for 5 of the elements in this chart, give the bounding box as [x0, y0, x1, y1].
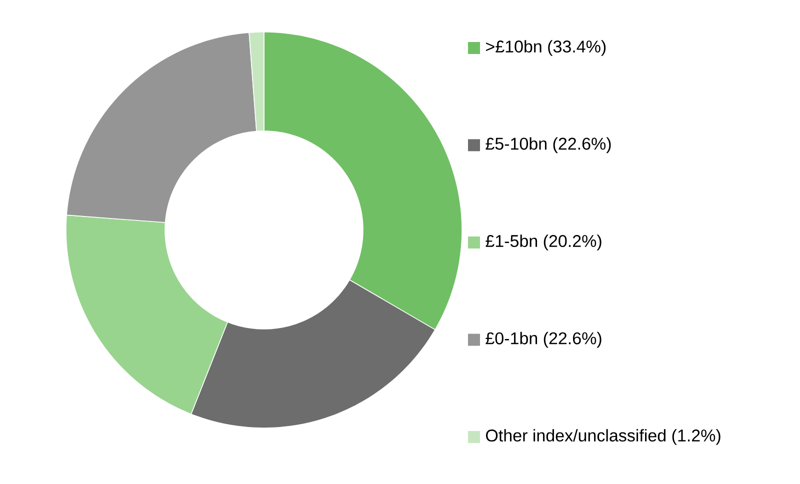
legend-label: £0-1bn (22.6%) — [486, 332, 602, 348]
legend-label: £1-5bn (20.2%) — [486, 234, 602, 250]
legend-label: Other index/unclassified (1.2%) — [486, 429, 720, 445]
legend-label: £5-10bn (22.6%) — [486, 137, 611, 154]
legend-label: >£10bn (33.4%) — [486, 40, 606, 56]
